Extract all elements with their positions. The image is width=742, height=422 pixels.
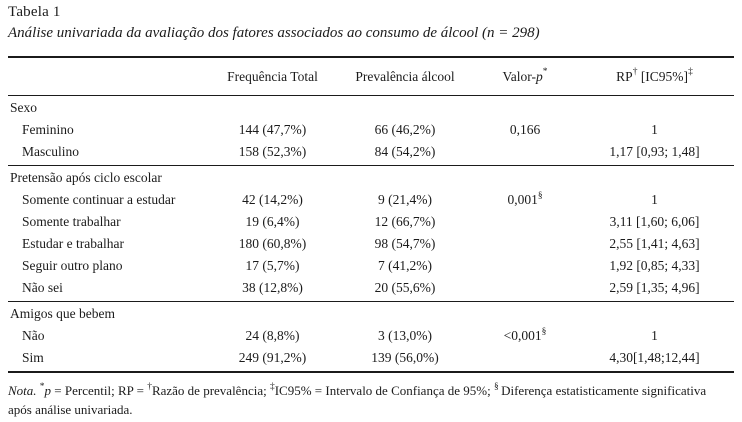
p-value: 0,001§: [507, 190, 543, 207]
row-label: Feminino: [22, 122, 74, 137]
section-label: Pretensão após ciclo escolar: [10, 170, 162, 185]
table-row: Não sei 38 (12,8%) 20 (55,6%) 2,59 [1,35…: [8, 277, 734, 299]
header-prevalencia-alcool: Prevalência álcool: [355, 68, 455, 84]
row-label: Não sei: [22, 280, 63, 295]
row-label: Não: [22, 328, 45, 343]
section-amigos: Amigos que bebem Não 24 (8,8%) 3 (13,0%)…: [8, 302, 734, 371]
header-frequencia-total: Frequência Total: [227, 68, 318, 84]
freq-value: 144 (47,7%): [238, 122, 307, 137]
rp-value: 3,11 [1,60; 6,06]: [609, 214, 700, 229]
table-row: Masculino 158 (52,3%) 84 (54,2%) 1,17 [0…: [8, 141, 734, 163]
row-label: Somente continuar a estudar: [22, 192, 176, 207]
section-header-row: Sexo: [8, 97, 734, 119]
freq-value: 17 (5,7%): [245, 258, 300, 273]
prev-value: 9 (21,4%): [378, 192, 432, 207]
p-value: 0,166: [509, 122, 541, 137]
table-number-title: Tabela 1: [8, 4, 61, 20]
prev-value: 84 (54,2%): [374, 144, 436, 159]
freq-value: 249 (91,2%): [238, 350, 307, 365]
section-header-row: Pretensão após ciclo escolar: [8, 167, 734, 189]
table-row: Feminino 144 (47,7%) 66 (46,2%) 0,166 1: [8, 119, 734, 141]
prev-value: 7 (41,2%): [378, 258, 432, 273]
table-caption: Análise univariada da avaliação dos fato…: [8, 25, 540, 41]
rp-value: 1,17 [0,93; 1,48]: [609, 144, 700, 159]
rp-value: 1: [651, 328, 658, 343]
rp-value: 1,92 [0,85; 4,33]: [609, 258, 700, 273]
freq-value: 38 (12,8%): [242, 280, 303, 295]
table-row: Somente continuar a estudar 42 (14,2%) 9…: [8, 189, 734, 211]
section-sexo: Sexo Feminino 144 (47,7%) 66 (46,2%) 0,1…: [8, 96, 734, 166]
rp-value: 2,59 [1,35; 4,96]: [609, 280, 700, 295]
freq-value: 158 (52,3%): [238, 144, 307, 159]
header-valor-p: Valor-p*: [502, 67, 548, 84]
prev-value: 139 (56,0%): [371, 350, 439, 365]
p-value: <0,001§: [503, 326, 547, 343]
freq-value: 180 (60,8%): [238, 236, 307, 251]
row-label: Sim: [22, 350, 44, 365]
table-row: Não 24 (8,8%) 3 (13,0%) <0,001§ 1: [8, 325, 734, 347]
prev-value: 12 (66,7%): [374, 214, 436, 229]
rp-value: 2,55 [1,41; 4,63]: [609, 236, 700, 251]
prev-value: 66 (46,2%): [374, 122, 436, 137]
table-row: Somente trabalhar 19 (6,4%) 12 (66,7%) 3…: [8, 211, 734, 233]
rp-value: 4,30[1,48;12,44]: [609, 350, 700, 365]
rp-value: 1: [651, 122, 658, 137]
table-footnote: Nota. *p = Percentil; RP = †Razão de pre…: [8, 381, 707, 417]
table-row: Sim 249 (91,2%) 139 (56,0%) 4,30[1,48;12…: [8, 347, 734, 369]
prev-value: 98 (54,7%): [374, 236, 436, 251]
prev-value: 20 (55,6%): [374, 280, 436, 295]
prev-value: 3 (13,0%): [378, 328, 432, 343]
header-rp-ic95: RP† [IC95%]‡: [616, 67, 693, 84]
row-label: Seguir outro plano: [22, 258, 123, 273]
row-label: Masculino: [22, 144, 79, 159]
section-label: Amigos que bebem: [10, 306, 115, 321]
section-header-row: Amigos que bebem: [8, 303, 734, 325]
freq-value: 24 (8,8%): [245, 328, 300, 343]
section-label: Sexo: [10, 100, 37, 115]
univariate-analysis-table: Frequência Total Prevalência álcool Valo…: [8, 56, 734, 373]
freq-value: 19 (6,4%): [245, 214, 300, 229]
rp-value: 1: [651, 192, 658, 207]
table-row: Estudar e trabalhar 180 (60,8%) 98 (54,7…: [8, 233, 734, 255]
section-pretensao: Pretensão após ciclo escolar Somente con…: [8, 166, 734, 302]
row-label: Estudar e trabalhar: [22, 236, 124, 251]
table-row: Seguir outro plano 17 (5,7%) 7 (41,2%) 1…: [8, 255, 734, 277]
freq-value: 42 (14,2%): [242, 192, 303, 207]
row-label: Somente trabalhar: [22, 214, 121, 229]
table-header-row: Frequência Total Prevalência álcool Valo…: [8, 58, 734, 96]
